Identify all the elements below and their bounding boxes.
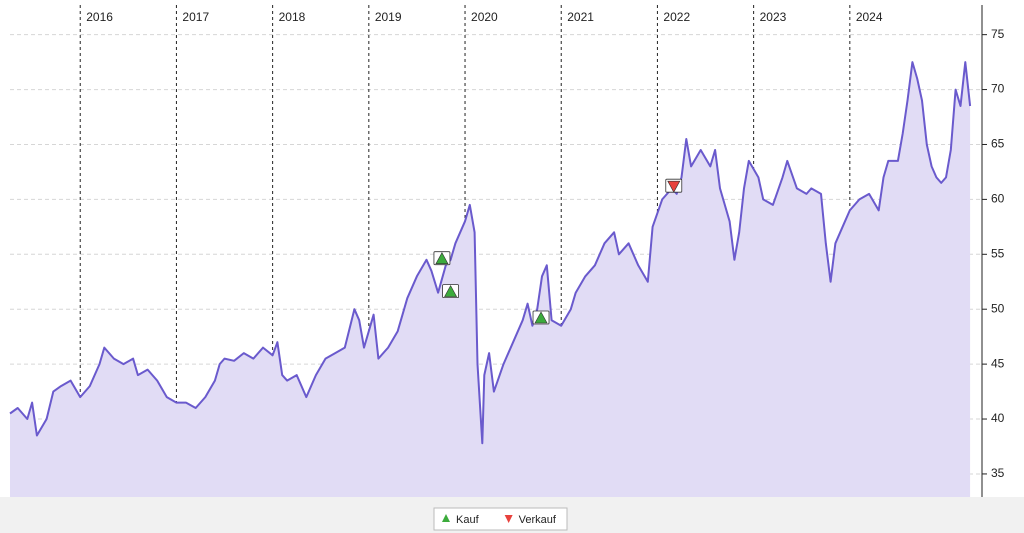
x-tick-label: 2023 bbox=[760, 10, 787, 24]
price-line bbox=[9, 61, 972, 445]
y-tick-label: 40 bbox=[991, 411, 1005, 425]
x-tick-label: 2016 bbox=[86, 10, 113, 24]
legend-box bbox=[433, 507, 568, 531]
signal-marker bbox=[667, 180, 681, 193]
y-tick-label: 35 bbox=[991, 466, 1005, 480]
price-area bbox=[10, 62, 971, 497]
x-tick-label: 2019 bbox=[375, 10, 402, 24]
y-tick-label: 60 bbox=[991, 192, 1005, 206]
legend-label: Kauf bbox=[456, 514, 480, 526]
signal-marker bbox=[444, 285, 458, 297]
x-tick-label: 2024 bbox=[856, 10, 883, 24]
y-tick-label: 55 bbox=[991, 246, 1005, 260]
legend-label: Verkauf bbox=[519, 514, 557, 526]
y-tick-label: 50 bbox=[991, 301, 1005, 315]
y-tick-label: 75 bbox=[991, 27, 1005, 41]
legend-marker bbox=[442, 514, 450, 522]
y-tick-label: 65 bbox=[991, 137, 1005, 151]
legend: Kauf Verkauf bbox=[433, 507, 568, 531]
y-tick-label: 45 bbox=[991, 356, 1005, 370]
signal-marker bbox=[435, 252, 449, 264]
legend-marker bbox=[504, 515, 513, 523]
x-tick-label: 2022 bbox=[663, 10, 690, 24]
x-tick-label: 2020 bbox=[471, 10, 498, 24]
y-tick-label: 70 bbox=[991, 82, 1005, 96]
signal-marker bbox=[534, 311, 548, 324]
x-tick-label: 2021 bbox=[567, 10, 594, 24]
x-tick-label: 2017 bbox=[182, 10, 209, 24]
x-tick-label: 2018 bbox=[279, 10, 306, 24]
